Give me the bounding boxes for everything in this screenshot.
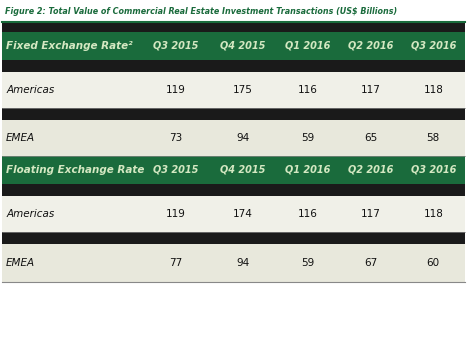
Text: 59: 59 xyxy=(301,133,314,143)
Bar xyxy=(2,32,465,60)
Bar xyxy=(2,232,465,244)
Text: Q3 2016: Q3 2016 xyxy=(410,41,456,51)
Bar xyxy=(2,184,465,196)
Text: 58: 58 xyxy=(427,133,440,143)
Text: Figure 2: Total Value of Commercial Real Estate Investment Transactions (US$ Bil: Figure 2: Total Value of Commercial Real… xyxy=(5,6,397,16)
Bar xyxy=(2,22,465,32)
Text: 118: 118 xyxy=(424,85,443,95)
Text: 174: 174 xyxy=(233,209,253,219)
Text: 116: 116 xyxy=(298,85,318,95)
Text: Q2 2016: Q2 2016 xyxy=(348,41,393,51)
Text: 117: 117 xyxy=(361,85,381,95)
Text: 118: 118 xyxy=(424,209,443,219)
Text: 117: 117 xyxy=(361,209,381,219)
Text: 175: 175 xyxy=(233,85,253,95)
Bar xyxy=(2,108,465,120)
Text: 73: 73 xyxy=(169,133,182,143)
Text: Americas: Americas xyxy=(6,85,54,95)
Bar xyxy=(2,60,465,72)
Text: Americas: Americas xyxy=(6,209,54,219)
Bar xyxy=(2,282,465,338)
Text: 119: 119 xyxy=(165,85,185,95)
Text: 59: 59 xyxy=(301,258,314,268)
Text: Q3 2015: Q3 2015 xyxy=(153,165,198,175)
Text: 94: 94 xyxy=(236,258,249,268)
Bar xyxy=(2,0,465,22)
Text: Q4 2015: Q4 2015 xyxy=(220,41,265,51)
Text: 116: 116 xyxy=(298,209,318,219)
Text: 119: 119 xyxy=(165,209,185,219)
Text: 60: 60 xyxy=(427,258,440,268)
Text: Fixed Exchange Rate²: Fixed Exchange Rate² xyxy=(6,41,133,51)
Text: 94: 94 xyxy=(236,133,249,143)
Text: EMEA: EMEA xyxy=(6,258,35,268)
Bar xyxy=(2,196,465,232)
Text: Floating Exchange Rate: Floating Exchange Rate xyxy=(6,165,144,175)
Bar xyxy=(2,120,465,156)
Text: 65: 65 xyxy=(364,133,377,143)
Text: Q2 2016: Q2 2016 xyxy=(348,165,393,175)
Text: 67: 67 xyxy=(364,258,377,268)
Text: Q1 2016: Q1 2016 xyxy=(285,165,331,175)
Text: EMEA: EMEA xyxy=(6,133,35,143)
Text: Q1 2016: Q1 2016 xyxy=(285,41,331,51)
Bar xyxy=(2,156,465,184)
Bar xyxy=(2,72,465,108)
Text: 77: 77 xyxy=(169,258,182,268)
Text: Q4 2015: Q4 2015 xyxy=(220,165,265,175)
Text: Q3 2015: Q3 2015 xyxy=(153,41,198,51)
Bar xyxy=(2,244,465,282)
Text: Q3 2016: Q3 2016 xyxy=(410,165,456,175)
